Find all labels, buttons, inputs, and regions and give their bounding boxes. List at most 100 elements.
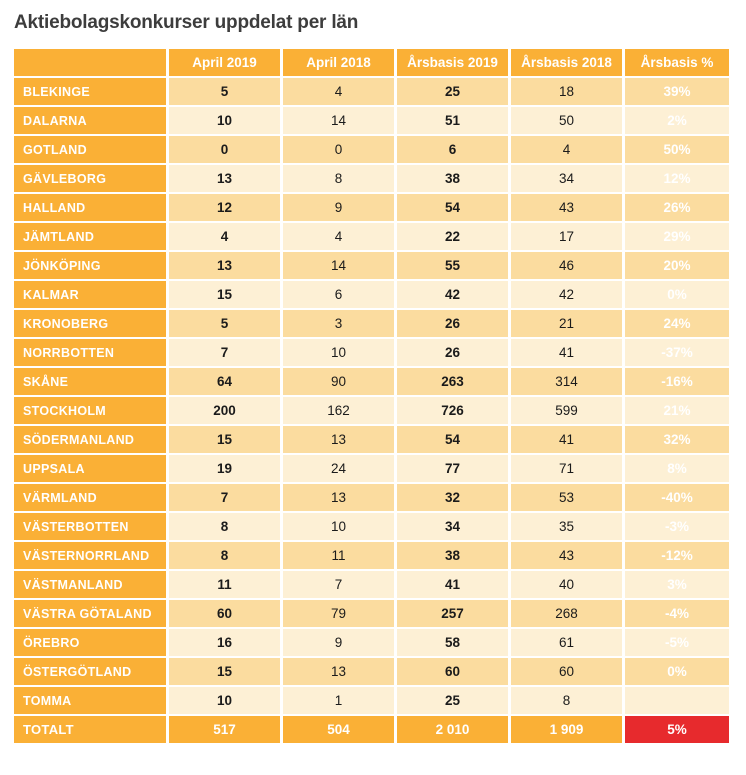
table-row: JÖNKÖPING 13 14 55 46 20%	[14, 252, 729, 279]
table-row: VÄSTMANLAND 11 7 41 40 3%	[14, 571, 729, 598]
value-april-2019: 13	[169, 165, 280, 192]
value-april-2018: 14	[283, 252, 394, 279]
value-april-2019: 5	[169, 78, 280, 105]
table-row: NORRBOTTEN 7 10 26 41 -37%	[14, 339, 729, 366]
value-arsbasis-2019: 55	[397, 252, 508, 279]
pct-cell: 8%	[625, 455, 729, 482]
table-row: VÄRMLAND 7 13 32 53 -40%	[14, 484, 729, 511]
value-april-2019: 16	[169, 629, 280, 656]
header-row: April 2019 April 2018 Årsbasis 2019 Årsb…	[14, 49, 729, 76]
value-april-2018: 10	[283, 339, 394, 366]
pct-cell: 12%	[625, 165, 729, 192]
value-arsbasis-2018: 41	[511, 426, 622, 453]
value-april-2019: 10	[169, 107, 280, 134]
table-row: UPPSALA 19 24 77 71 8%	[14, 455, 729, 482]
value-april-2018: 162	[283, 397, 394, 424]
value-april-2018: 4	[283, 78, 394, 105]
value-april-2019: 0	[169, 136, 280, 163]
value-april-2018: 13	[283, 658, 394, 685]
value-april-2018: 9	[283, 629, 394, 656]
value-arsbasis-2018: 40	[511, 571, 622, 598]
county-label: UPPSALA	[14, 455, 166, 482]
value-arsbasis-2018: 314	[511, 368, 622, 395]
table-row: ÖREBRO 16 9 58 61 -5%	[14, 629, 729, 656]
pct-cell: 29%	[625, 223, 729, 250]
value-arsbasis-2018: 50	[511, 107, 622, 134]
table-row: ÖSTERGÖTLAND 15 13 60 60 0%	[14, 658, 729, 685]
county-label: VÄSTERNORRLAND	[14, 542, 166, 569]
county-label: ÖREBRO	[14, 629, 166, 656]
value-arsbasis-2019: 726	[397, 397, 508, 424]
value-april-2018: 7	[283, 571, 394, 598]
table-row: JÄMTLAND 4 4 22 17 29%	[14, 223, 729, 250]
value-april-2019: 8	[169, 513, 280, 540]
total-april-2019: 517	[169, 716, 280, 743]
value-arsbasis-2019: 54	[397, 426, 508, 453]
value-arsbasis-2018: 60	[511, 658, 622, 685]
table-row: GÄVLEBORG 13 8 38 34 12%	[14, 165, 729, 192]
pct-cell: -5%	[625, 629, 729, 656]
value-april-2019: 12	[169, 194, 280, 221]
total-arsbasis-2019: 2 010	[397, 716, 508, 743]
pct-cell: 3%	[625, 571, 729, 598]
value-april-2018: 6	[283, 281, 394, 308]
page: Aktiebolagskonkurser uppdelat per län Ap…	[11, 12, 732, 745]
total-april-2018: 504	[283, 716, 394, 743]
pct-cell: -40%	[625, 484, 729, 511]
value-arsbasis-2018: 42	[511, 281, 622, 308]
value-april-2018: 10	[283, 513, 394, 540]
bankruptcy-table: April 2019 April 2018 Årsbasis 2019 Årsb…	[11, 47, 732, 745]
table-row: SKÅNE 64 90 263 314 -16%	[14, 368, 729, 395]
value-april-2019: 15	[169, 426, 280, 453]
table-row: KRONOBERG 5 3 26 21 24%	[14, 310, 729, 337]
county-label: SÖDERMANLAND	[14, 426, 166, 453]
value-april-2019: 11	[169, 571, 280, 598]
value-arsbasis-2019: 41	[397, 571, 508, 598]
value-arsbasis-2018: 43	[511, 194, 622, 221]
value-arsbasis-2019: 263	[397, 368, 508, 395]
county-label: VÄSTERBOTTEN	[14, 513, 166, 540]
county-label: JÖNKÖPING	[14, 252, 166, 279]
value-april-2019: 200	[169, 397, 280, 424]
pct-cell: -16%	[625, 368, 729, 395]
county-label: GÄVLEBORG	[14, 165, 166, 192]
value-april-2019: 10	[169, 687, 280, 714]
header-cell-arsbasis-2019: Årsbasis 2019	[397, 49, 508, 76]
total-pct-cell: 5%	[625, 716, 729, 743]
total-label: TOTALT	[14, 716, 166, 743]
value-arsbasis-2019: 26	[397, 310, 508, 337]
value-april-2018: 13	[283, 484, 394, 511]
county-label: KRONOBERG	[14, 310, 166, 337]
value-april-2019: 19	[169, 455, 280, 482]
value-arsbasis-2019: 34	[397, 513, 508, 540]
county-label: VÄSTRA GÖTALAND	[14, 600, 166, 627]
value-arsbasis-2019: 54	[397, 194, 508, 221]
value-arsbasis-2019: 22	[397, 223, 508, 250]
county-label: NORRBOTTEN	[14, 339, 166, 366]
pct-cell: 24%	[625, 310, 729, 337]
table-body: BLEKINGE 5 4 25 18 39% DALARNA 10 14 51 …	[14, 78, 729, 714]
pct-cell	[625, 687, 729, 714]
value-arsbasis-2019: 51	[397, 107, 508, 134]
value-arsbasis-2018: 41	[511, 339, 622, 366]
value-arsbasis-2018: 4	[511, 136, 622, 163]
header-cell-april-2018: April 2018	[283, 49, 394, 76]
header-cell-arsbasis-pct: Årsbasis %	[625, 49, 729, 76]
header-cell-arsbasis-2018: Årsbasis 2018	[511, 49, 622, 76]
value-april-2018: 24	[283, 455, 394, 482]
value-arsbasis-2018: 8	[511, 687, 622, 714]
value-april-2018: 9	[283, 194, 394, 221]
county-label: HALLAND	[14, 194, 166, 221]
value-arsbasis-2018: 71	[511, 455, 622, 482]
value-arsbasis-2018: 34	[511, 165, 622, 192]
value-arsbasis-2019: 38	[397, 165, 508, 192]
page-title: Aktiebolagskonkurser uppdelat per län	[14, 12, 359, 33]
value-april-2019: 15	[169, 281, 280, 308]
pct-cell: -4%	[625, 600, 729, 627]
county-label: STOCKHOLM	[14, 397, 166, 424]
value-arsbasis-2019: 32	[397, 484, 508, 511]
value-arsbasis-2018: 268	[511, 600, 622, 627]
header-cell-april-2019: April 2019	[169, 49, 280, 76]
pct-cell: -12%	[625, 542, 729, 569]
pct-cell: 2%	[625, 107, 729, 134]
